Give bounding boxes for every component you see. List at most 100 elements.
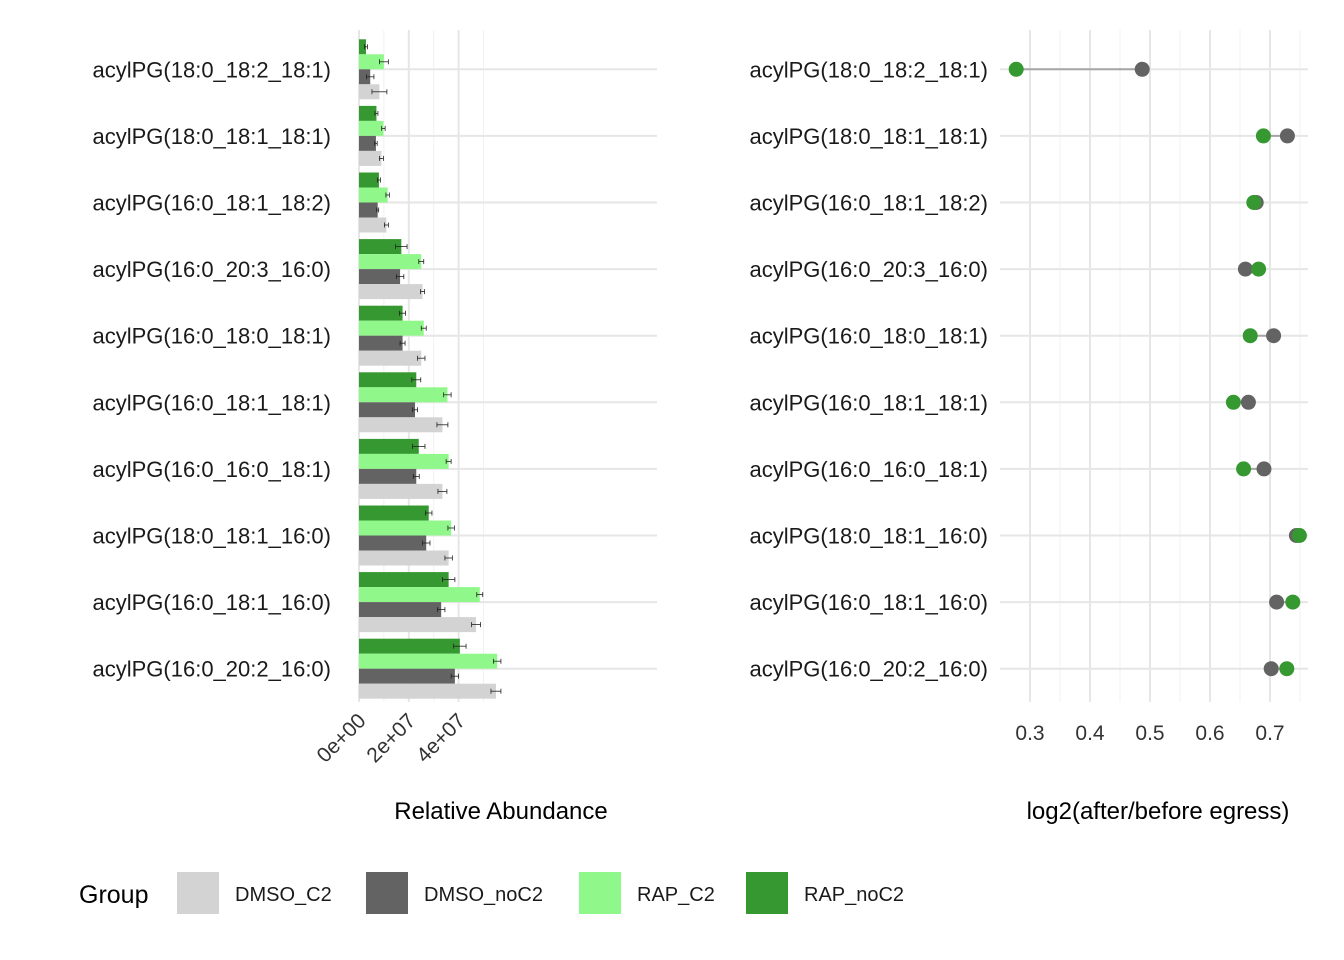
dumbbell-chart-category-label: acylPG(18:0_18:2_18:1) bbox=[750, 57, 989, 82]
bar-chart-x-axis-title: Relative Abundance bbox=[394, 798, 608, 825]
point-dmso bbox=[1263, 661, 1279, 677]
dumbbell-chart-category-label: acylPG(16:0_20:3_16:0) bbox=[750, 257, 989, 282]
dumbbell-chart-x-tick-label: 0.5 bbox=[1135, 722, 1164, 745]
bar-rap-noc2 bbox=[359, 438, 419, 454]
bar-dmso-c2 bbox=[359, 683, 496, 699]
legend-label: RAP_noC2 bbox=[804, 884, 904, 906]
legend-title: Group bbox=[79, 881, 148, 909]
dumbbell-chart-category-label: acylPG(16:0_16:0_18:1) bbox=[750, 457, 989, 482]
dumbbell-chart-grid bbox=[1000, 30, 1308, 702]
legend-label: RAP_C2 bbox=[637, 884, 715, 906]
legend-label: DMSO_noC2 bbox=[424, 884, 543, 906]
bar-rap-noc2 bbox=[359, 105, 377, 121]
bar-chart-category-label: acylPG(16:0_16:0_18:1) bbox=[93, 457, 332, 482]
bar-chart-category-label: acylPG(18:0_18:1_18:1) bbox=[93, 124, 332, 149]
bar-dmso-noc2 bbox=[359, 468, 417, 484]
bar-chart-x-tick-label: 2e+07 bbox=[362, 709, 420, 767]
point-dmso bbox=[1256, 461, 1272, 477]
bar-dmso-noc2 bbox=[359, 135, 376, 151]
legend-key-rap-noc2 bbox=[746, 872, 788, 914]
point-dmso bbox=[1237, 261, 1253, 277]
point-rap bbox=[1291, 528, 1307, 543]
dumbbell-chart-x-tick-label: 0.4 bbox=[1075, 722, 1105, 745]
bar-dmso-noc2 bbox=[359, 602, 442, 618]
dumbbell-chart-category-label: acylPG(18:0_18:1_18:1) bbox=[750, 124, 989, 149]
bar-dmso-c2 bbox=[359, 617, 477, 633]
bar-chart-category-label: acylPG(16:0_20:3_16:0) bbox=[93, 257, 332, 282]
bar-rap-c2 bbox=[359, 453, 449, 469]
point-rap bbox=[1255, 128, 1271, 144]
bar-rap-c2 bbox=[359, 587, 480, 603]
bar-rap-noc2 bbox=[359, 372, 417, 388]
bar-rap-c2 bbox=[359, 187, 388, 203]
point-dmso bbox=[1269, 594, 1285, 610]
bar-rap-noc2 bbox=[359, 638, 460, 654]
dumbbell-chart-x-tick-label: 0.3 bbox=[1015, 722, 1044, 745]
dumbbell-chart-category-label: acylPG(16:0_18:1_16:0) bbox=[750, 590, 989, 615]
bar-dmso-noc2 bbox=[359, 69, 371, 85]
bar-rap-noc2 bbox=[359, 39, 366, 55]
bar-dmso-c2 bbox=[359, 150, 382, 166]
bar-rap-noc2 bbox=[359, 239, 402, 255]
dumbbell-chart-x-tick-label: 0.7 bbox=[1255, 722, 1284, 745]
point-dmso bbox=[1266, 328, 1282, 344]
dumbbell-chart-x-tick-labels: 0.3 0.4 0.5 0.6 0.7 bbox=[1015, 722, 1284, 745]
bar-dmso-noc2 bbox=[359, 402, 416, 418]
dumbbell-chart-category-label: acylPG(18:0_18:1_16:0) bbox=[750, 524, 989, 549]
bar-dmso-c2 bbox=[359, 350, 422, 366]
point-rap bbox=[1008, 61, 1024, 77]
bar-chart-category-label: acylPG(16:0_18:1_16:0) bbox=[93, 590, 332, 615]
point-dmso bbox=[1240, 394, 1256, 410]
bar-dmso-noc2 bbox=[359, 335, 403, 351]
bar-chart-category-label: acylPG(16:0_18:1_18:1) bbox=[93, 390, 332, 415]
bar-chart-category-labels: acylPG(18:0_18:2_18:1) acylPG(18:0_18:1_1… bbox=[93, 57, 332, 681]
bar-dmso-c2 bbox=[359, 417, 443, 433]
bar-rap-c2 bbox=[359, 387, 448, 403]
legend-key-dmso-noc2 bbox=[366, 872, 408, 914]
bar-chart-x-tick-label: 4e+07 bbox=[412, 709, 470, 767]
bar-rap-noc2 bbox=[359, 172, 379, 188]
legend: Group DMSO_C2 DMSO_noC2 RAP_C2 RAP_noC2 bbox=[79, 872, 904, 914]
bar-rap-c2 bbox=[359, 54, 384, 70]
bar-dmso-noc2 bbox=[359, 668, 455, 684]
dumbbell-chart-category-label: acylPG(16:0_20:2_16:0) bbox=[750, 657, 989, 682]
dumbbell-chart-category-label: acylPG(16:0_18:1_18:2) bbox=[750, 191, 989, 216]
legend-items: DMSO_C2 DMSO_noC2 RAP_C2 RAP_noC2 bbox=[177, 872, 904, 914]
bar-dmso-c2 bbox=[359, 483, 443, 499]
dumbbell-chart-category-label: acylPG(16:0_18:0_18:1) bbox=[750, 324, 989, 349]
bar-chart-error-bars bbox=[364, 44, 502, 694]
point-rap bbox=[1225, 394, 1241, 410]
bar-rap-c2 bbox=[359, 653, 498, 669]
bar-rap-noc2 bbox=[359, 305, 403, 321]
bar-chart-panel: acylPG(18:0_18:2_18:1) acylPG(18:0_18:1_1… bbox=[93, 30, 657, 825]
bar-dmso-c2 bbox=[359, 550, 449, 566]
dumbbell-chart-category-labels: acylPG(18:0_18:2_18:1) acylPG(18:0_18:1_1… bbox=[750, 57, 989, 681]
legend-key-rap-c2 bbox=[579, 872, 621, 914]
point-rap bbox=[1279, 661, 1295, 677]
bar-rap-c2 bbox=[359, 120, 384, 136]
point-dmso bbox=[1279, 128, 1295, 144]
bar-dmso-noc2 bbox=[359, 269, 401, 285]
bar-chart-category-label: acylPG(18:0_18:1_16:0) bbox=[93, 524, 332, 549]
point-rap bbox=[1285, 594, 1301, 610]
bar-chart-category-label: acylPG(18:0_18:2_18:1) bbox=[93, 57, 332, 82]
bar-dmso-c2 bbox=[359, 284, 423, 300]
bar-dmso-c2 bbox=[359, 84, 380, 100]
point-dmso bbox=[1134, 61, 1150, 77]
bar-dmso-noc2 bbox=[359, 535, 427, 551]
bar-rap-c2 bbox=[359, 520, 452, 536]
dumbbell-chart-points bbox=[1008, 61, 1307, 677]
bar-dmso-c2 bbox=[359, 217, 387, 233]
point-rap bbox=[1251, 261, 1267, 277]
legend-label: DMSO_C2 bbox=[235, 884, 332, 906]
legend-key-dmso-c2 bbox=[177, 872, 219, 914]
dumbbell-chart-panel: acylPG(18:0_18:2_18:1) acylPG(18:0_18:1_1… bbox=[750, 30, 1308, 825]
point-rap bbox=[1242, 328, 1258, 344]
point-rap bbox=[1236, 461, 1252, 477]
bar-chart-category-label: acylPG(16:0_18:0_18:1) bbox=[93, 324, 332, 349]
bar-rap-noc2 bbox=[359, 505, 429, 521]
bar-chart-x-tick-label: 0e+00 bbox=[313, 709, 371, 767]
bar-rap-c2 bbox=[359, 254, 422, 270]
